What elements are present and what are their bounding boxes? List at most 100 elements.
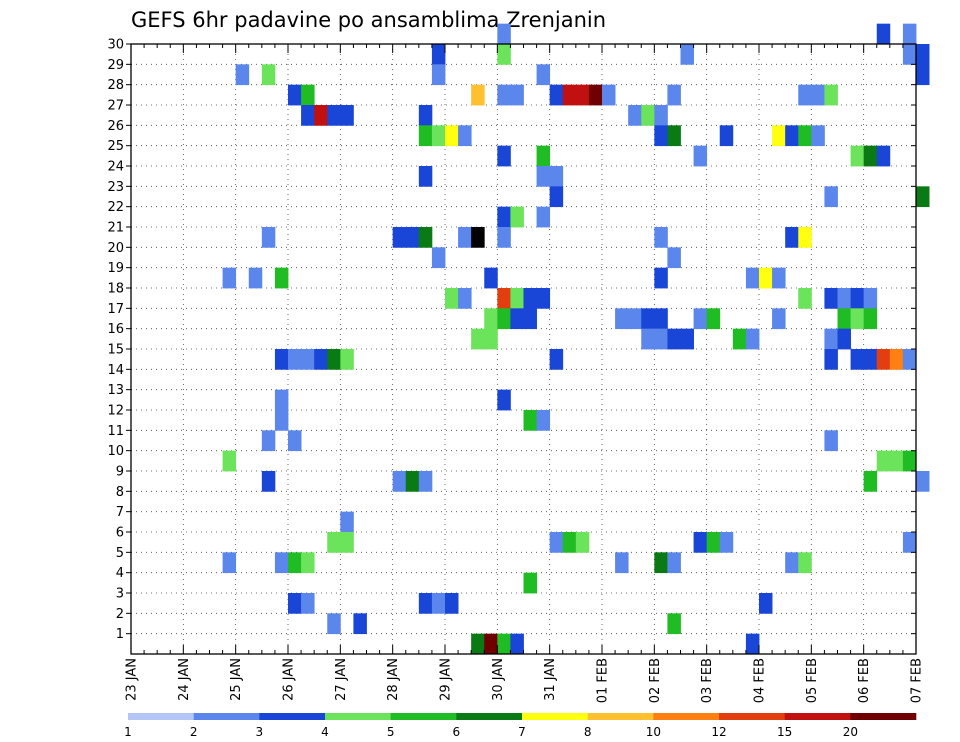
heatmap-cell	[340, 511, 354, 533]
legend-label: 7	[518, 725, 526, 739]
heatmap-cell	[536, 145, 551, 167]
heatmap-cell	[458, 288, 472, 309]
x-tick-label: 29 JAN	[439, 658, 454, 701]
heatmap-cell	[549, 349, 564, 370]
heatmap-cell	[876, 450, 891, 472]
heatmap-cell	[667, 552, 681, 574]
cells	[222, 23, 930, 655]
heatmap-cell	[418, 471, 433, 492]
y-tick-label: 27	[107, 99, 124, 114]
heatmap-cell	[759, 267, 773, 289]
heatmap-cell	[562, 532, 577, 553]
legend-swatch	[193, 713, 260, 720]
heatmap-cell	[431, 44, 446, 65]
heatmap-cell	[327, 613, 341, 635]
y-tick-label: 2	[116, 607, 124, 622]
heatmap-cell	[902, 44, 917, 65]
heatmap-cell	[288, 593, 302, 614]
heatmap-cell	[288, 84, 302, 106]
y-tick-label: 14	[107, 363, 124, 378]
heatmap-cell	[745, 633, 760, 655]
heatmap-cell	[484, 308, 498, 330]
x-tick-label: 27 JAN	[334, 658, 349, 701]
heatmap-cell	[523, 410, 537, 431]
heatmap-cell	[353, 613, 367, 635]
heatmap-cell	[916, 471, 930, 492]
heatmap-cell	[641, 328, 655, 350]
heatmap-cell	[274, 267, 289, 289]
heatmap-cell	[497, 206, 511, 228]
heatmap-cell	[497, 84, 511, 106]
heatmap-cell	[876, 349, 891, 370]
heatmap-cell	[588, 84, 603, 106]
heatmap-cell	[418, 125, 433, 147]
heatmap-cell	[536, 288, 551, 309]
heatmap-cell	[759, 593, 773, 614]
heatmap-cell	[719, 532, 734, 553]
heatmap-cell	[497, 44, 511, 65]
y-tick-label: 10	[107, 444, 124, 459]
heatmap-cell	[497, 389, 511, 411]
x-tick-label: 04 FEB	[753, 658, 768, 703]
y-tick-label: 19	[107, 261, 124, 276]
heatmap-cell	[274, 389, 289, 411]
heatmap-cell	[392, 471, 407, 492]
heatmap-cell	[497, 633, 511, 655]
heatmap-cell	[745, 328, 760, 350]
heatmap-cell	[667, 247, 681, 269]
heatmap-cell	[706, 308, 721, 330]
heatmap-cell	[667, 613, 681, 635]
legend-label: 4	[321, 725, 329, 739]
heatmap-cell	[235, 64, 250, 86]
heatmap-cell	[274, 410, 289, 431]
heatmap-cell	[261, 430, 276, 452]
heatmap-cell	[431, 247, 446, 269]
heatmap-cell	[615, 552, 629, 574]
heatmap-cell	[471, 328, 485, 350]
legend-swatch	[719, 713, 785, 720]
heatmap-cell	[667, 125, 681, 147]
x-tick-label: 31 JAN	[543, 658, 558, 701]
heatmap-cell	[418, 227, 433, 248]
heatmap-cell	[222, 450, 237, 472]
heatmap-cell	[772, 125, 786, 147]
heatmap-cell	[850, 349, 865, 370]
heatmap-cell	[340, 532, 354, 553]
heatmap-cell	[301, 105, 315, 126]
heatmap-cell	[850, 145, 865, 167]
heatmap-cell	[497, 145, 511, 167]
heatmap-cell	[340, 349, 354, 370]
y-tick-label: 30	[107, 38, 124, 53]
heatmap-cell	[654, 267, 668, 289]
heatmap-cell	[824, 288, 838, 309]
y-tick-label: 6	[116, 526, 124, 541]
x-tick-label: 05 FEB	[805, 658, 820, 703]
heatmap-cell	[497, 227, 511, 248]
y-tick-label: 7	[116, 505, 124, 520]
heatmap-cell	[431, 64, 446, 86]
heatmap-cell	[431, 125, 446, 147]
heatmap-cell	[641, 105, 655, 126]
heatmap-cell	[301, 349, 315, 370]
heatmap-cell	[301, 552, 315, 574]
y-tick-label: 23	[107, 180, 124, 195]
heatmap-cell	[641, 308, 655, 330]
heatmap-cell	[863, 308, 878, 330]
heatmap-cell	[916, 64, 930, 86]
legend-swatch	[850, 713, 917, 720]
heatmap-cell	[732, 328, 747, 350]
heatmap-cell	[314, 105, 328, 126]
x-tick-label: 01 FEB	[596, 658, 611, 703]
heatmap-cell	[327, 532, 341, 553]
legend-swatch	[784, 713, 851, 720]
heatmap-cell	[510, 633, 524, 655]
y-tick-label: 21	[107, 221, 124, 236]
heatmap-cell	[667, 328, 681, 350]
legend-swatch	[325, 713, 391, 720]
heatmap-cell	[418, 166, 433, 187]
heatmap-cell	[575, 84, 590, 106]
heatmap-cell	[798, 84, 812, 106]
y-tick-label: 17	[107, 302, 124, 317]
legend-swatch	[587, 713, 654, 720]
